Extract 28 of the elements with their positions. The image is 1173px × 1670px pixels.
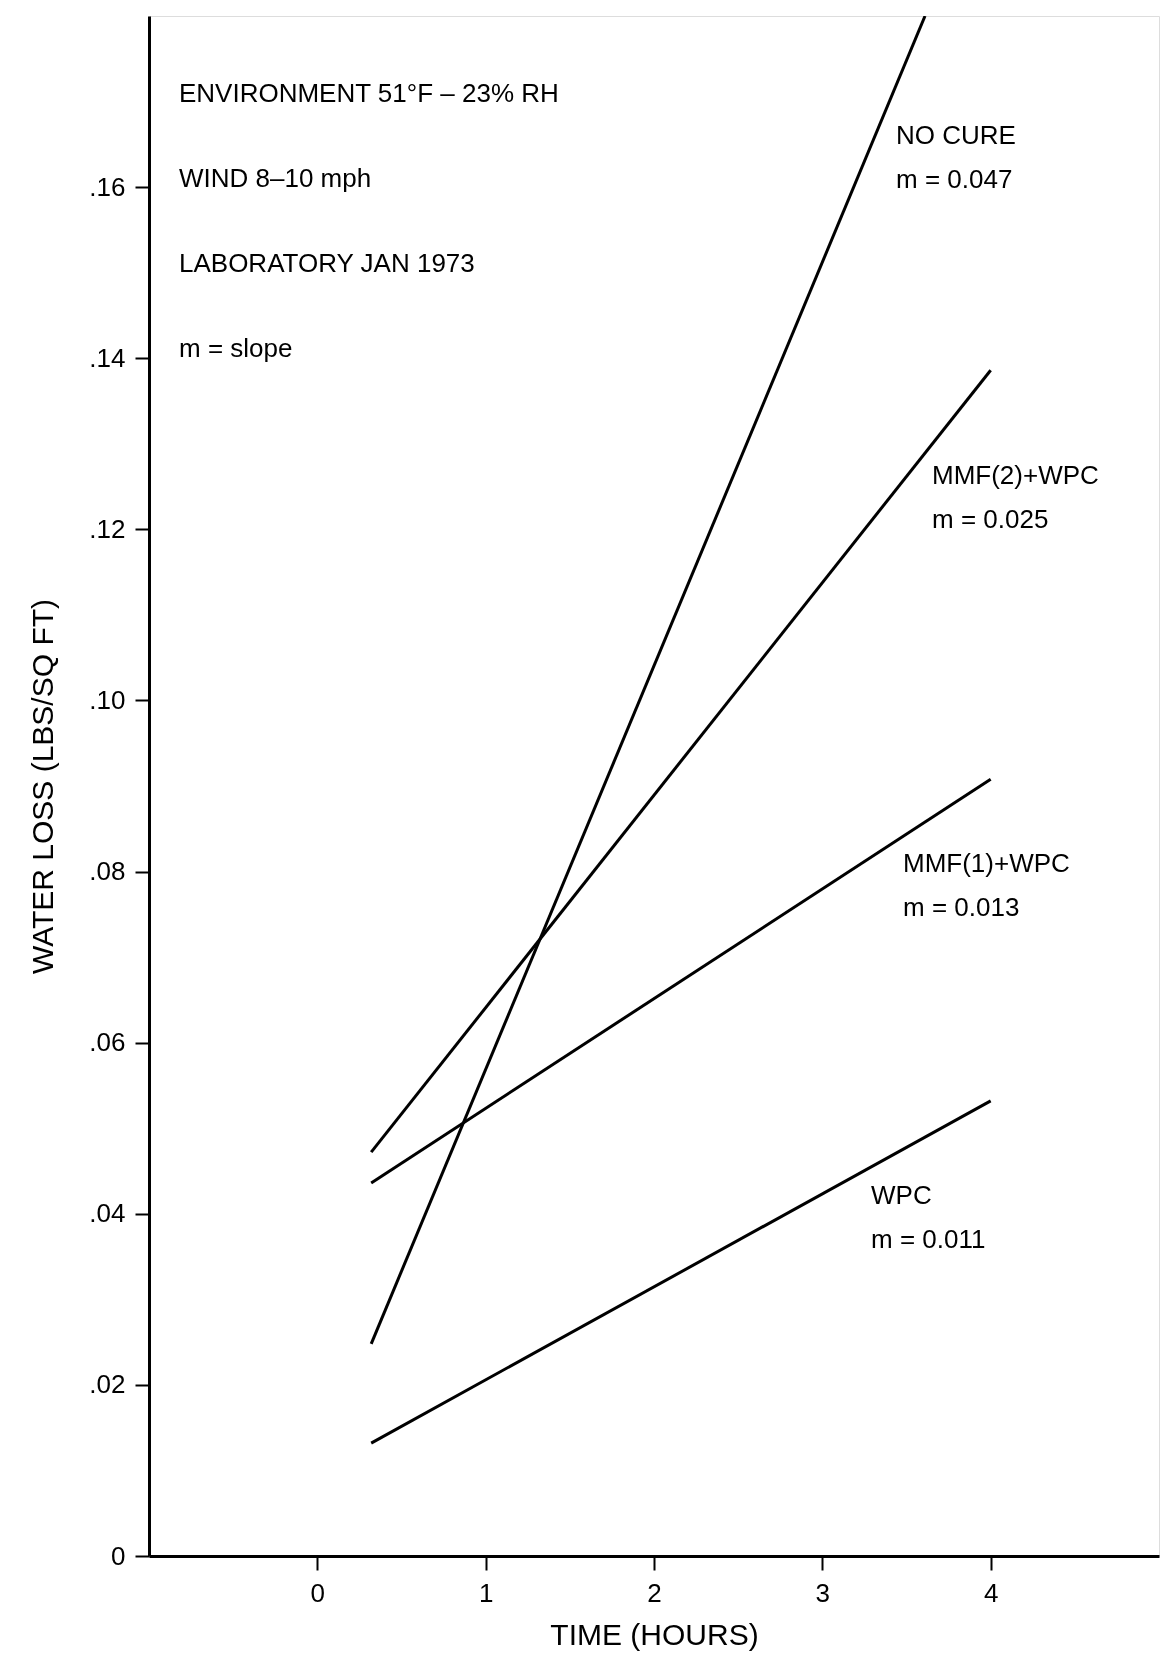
- annotation: m = 0.025: [932, 504, 1049, 534]
- y-tick-label: .16: [89, 171, 126, 202]
- x-tick-label: 0: [310, 1577, 326, 1608]
- annotation: ENVIRONMENT 51°F – 23% RH: [179, 78, 559, 108]
- y-axis-title: WATER LOSS (LBS/SQ FT): [26, 598, 60, 975]
- x-tick-label: 4: [983, 1577, 999, 1608]
- y-tick-label: .06: [89, 1027, 126, 1058]
- y-tick-label: .12: [89, 513, 126, 544]
- series-label: WPC: [871, 1180, 932, 1210]
- series-label: MMF(1)+WPC: [903, 848, 1070, 878]
- annotation: m = 0.013: [903, 892, 1020, 922]
- annotation: m = 0.047: [896, 164, 1013, 194]
- series-label: MMF(2)+WPC: [932, 460, 1099, 490]
- x-tick-label: 2: [647, 1577, 662, 1608]
- annotation: LABORATORY JAN 1973: [179, 248, 475, 278]
- y-tick-label: .08: [89, 856, 126, 887]
- y-tick-label: .14: [89, 342, 126, 373]
- y-tick-label: 0: [111, 1540, 126, 1571]
- y-tick-label: .10: [89, 684, 126, 715]
- annotation: WIND 8–10 mph: [179, 163, 372, 193]
- series-label: NO CURE: [896, 120, 1016, 150]
- x-axis-title: TIME (HOURS): [550, 1617, 759, 1651]
- x-tick-label: 3: [815, 1577, 831, 1608]
- x-tick-label: 1: [478, 1577, 494, 1608]
- y-tick-label: .02: [89, 1369, 126, 1400]
- y-tick-label: .04: [89, 1198, 126, 1229]
- annotation: m = 0.011: [871, 1224, 986, 1254]
- annotation: m = slope: [179, 333, 293, 363]
